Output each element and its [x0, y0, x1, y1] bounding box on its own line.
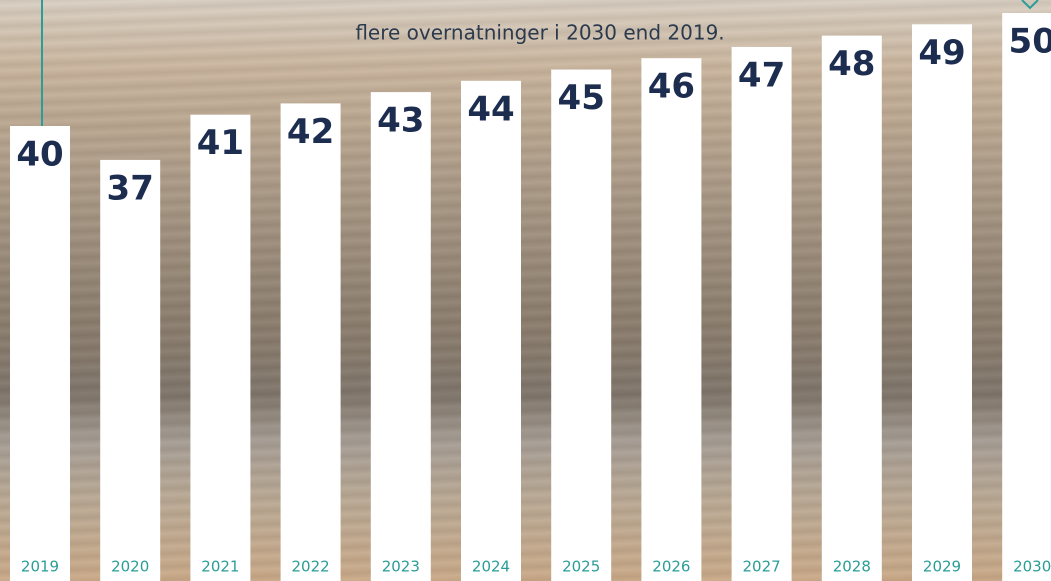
x-tick-label: 2030	[1013, 558, 1051, 576]
x-tick-label: 2024	[472, 558, 510, 576]
bar	[10, 126, 70, 581]
bar	[461, 81, 521, 581]
x-tick-label: 2026	[652, 558, 690, 576]
bar	[190, 115, 250, 581]
bar	[100, 160, 160, 581]
x-tick-label: 2023	[382, 558, 420, 576]
value-label: 48	[828, 44, 875, 84]
accent-marker	[1022, 0, 1038, 8]
x-tick-label: 2028	[833, 558, 871, 576]
background: flere overnatninger i 2030 end 2019. 40 2…	[0, 0, 1051, 581]
value-label: 42	[287, 112, 334, 152]
value-label: 37	[107, 168, 154, 208]
bar	[1002, 13, 1051, 581]
value-label: 40	[16, 135, 63, 175]
x-tick-label: 2021	[201, 558, 239, 576]
value-label: 41	[197, 123, 244, 163]
value-label: 44	[467, 89, 514, 129]
x-tick-label: 2025	[562, 558, 600, 576]
bar	[281, 103, 341, 581]
chart-subtitle: flere overnatninger i 2030 end 2019.	[355, 21, 724, 45]
x-tick-label: 2020	[111, 558, 149, 576]
x-tick-label: 2027	[743, 558, 781, 576]
value-label: 49	[918, 33, 965, 73]
x-tick-label: 2022	[292, 558, 330, 576]
value-label: 45	[558, 78, 605, 118]
bar	[641, 58, 701, 581]
chart: flere overnatninger i 2030 end 2019. 40 2…	[0, 0, 1051, 581]
value-label: 47	[738, 55, 785, 95]
bar	[551, 70, 611, 581]
bar	[912, 24, 972, 581]
value-label: 50	[1009, 22, 1051, 62]
x-tick-label: 2029	[923, 558, 961, 576]
bar	[732, 47, 792, 581]
bar	[822, 36, 882, 581]
value-label: 43	[377, 101, 424, 141]
value-label: 46	[648, 67, 695, 107]
bar	[371, 92, 431, 581]
x-tick-label: 2019	[21, 558, 59, 576]
